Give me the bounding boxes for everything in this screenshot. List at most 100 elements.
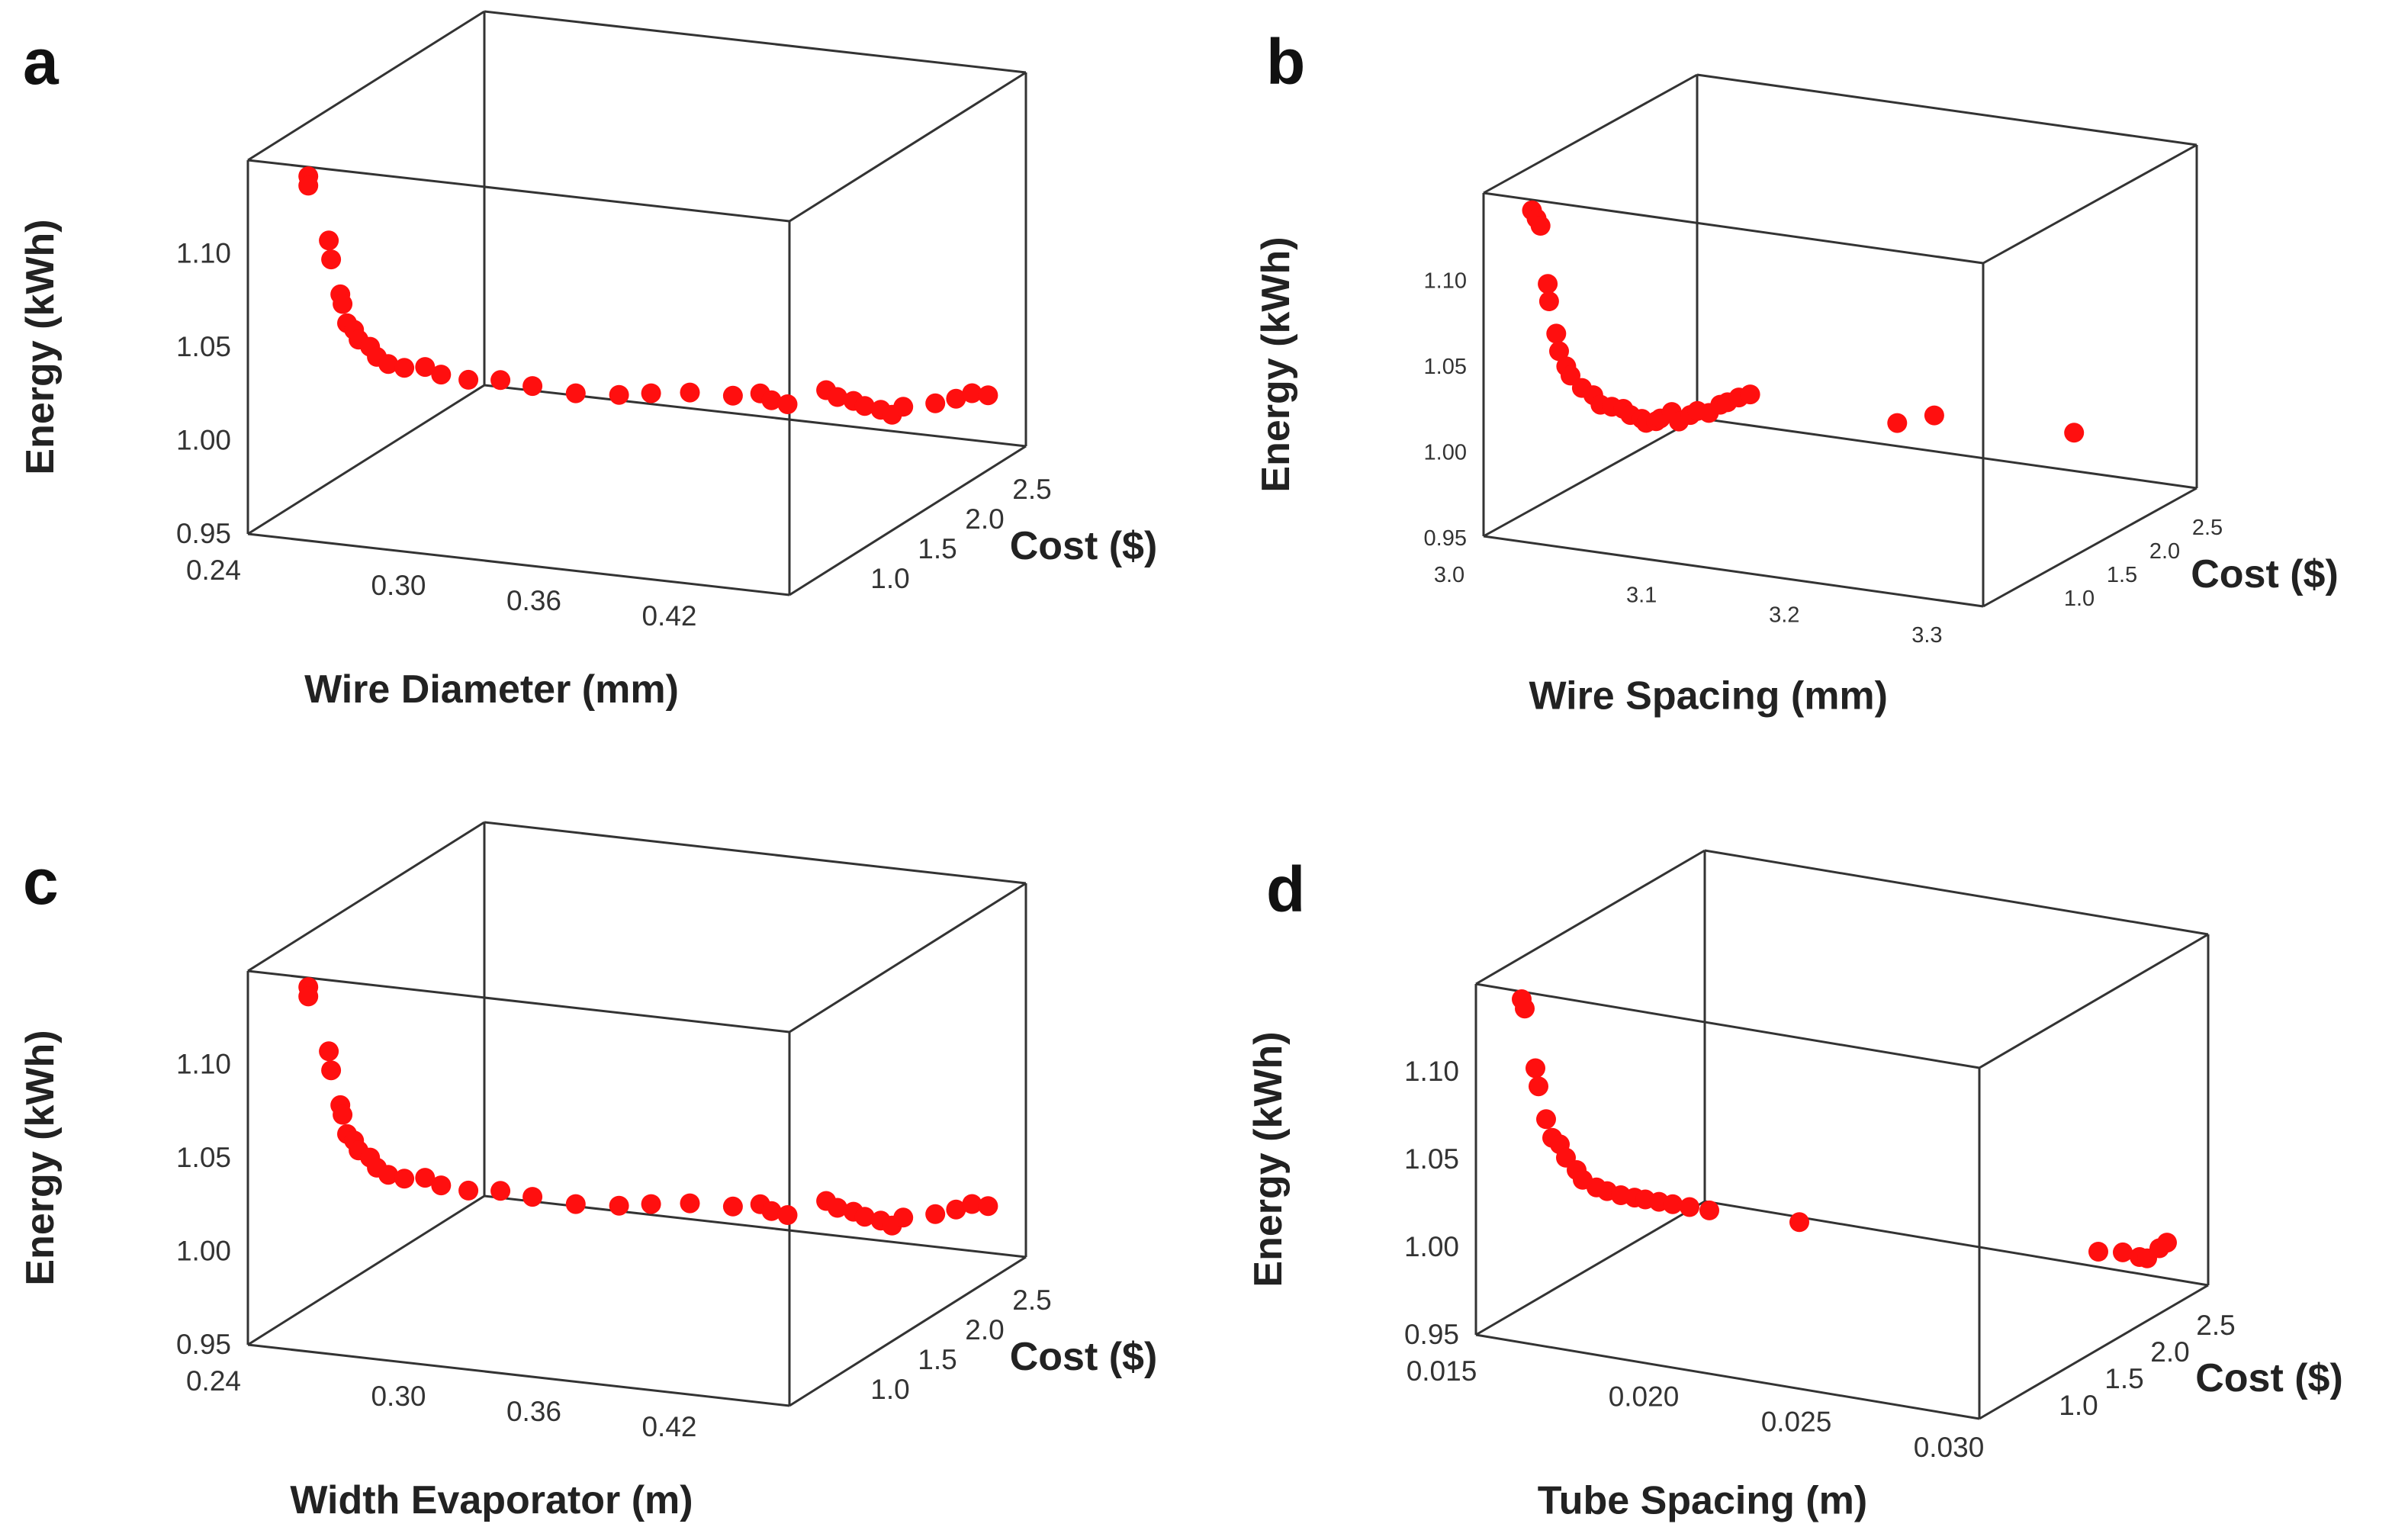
box-edge [1475, 1200, 1706, 1336]
z-tick-label: 0.95 [1424, 526, 1467, 551]
box-edge [247, 159, 790, 223]
data-point [641, 1194, 661, 1214]
data-point [925, 1204, 946, 1224]
x-tick-labels: 0.24 0.30 0.36 0.42 [186, 1365, 697, 1442]
z-tick-label: 1.05 [1404, 1143, 1459, 1175]
z-tick-label: 1.10 [1424, 269, 1467, 294]
x-tick-label: 3.0 [1434, 563, 1464, 587]
x-tick-label: 3.1 [1626, 583, 1657, 607]
data-point [1887, 413, 1908, 433]
data-point [854, 1207, 875, 1227]
panel-letter: a [23, 26, 59, 98]
data-point [761, 1201, 782, 1221]
data-point [394, 358, 415, 378]
z-tick-labels: 0.95 1.00 1.05 1.10 [176, 1049, 231, 1361]
data-point [962, 1194, 982, 1214]
y-tick-label: 1.0 [2064, 587, 2095, 611]
y-tick-labels: 1.0 1.5 2.0 2.5 [2064, 516, 2223, 611]
data-point [319, 230, 339, 251]
z-tick-label: 1.10 [176, 238, 231, 269]
z-tick-label: 0.95 [176, 1329, 231, 1360]
data-point [565, 1194, 586, 1214]
data-point [1526, 1058, 1545, 1079]
data-points [1512, 989, 2177, 1268]
box-edge [247, 10, 485, 162]
data-point [1529, 1076, 1548, 1097]
x-tick-label: 3.3 [1911, 623, 1942, 648]
data-point [978, 385, 998, 406]
x-tick-label: 0.015 [1407, 1355, 1477, 1387]
y-tick-label: 1.5 [918, 1344, 956, 1375]
y-tick-label: 2.0 [965, 1314, 1004, 1345]
box-edge [484, 821, 1027, 885]
data-point [854, 396, 875, 416]
data-point [522, 376, 543, 397]
z-axis-title: Energy (kWh) [18, 219, 63, 474]
z-tick-label: 1.00 [1404, 1231, 1459, 1262]
data-point [490, 370, 511, 391]
z-axis-title: Energy (kWh) [1246, 1031, 1291, 1287]
data-points [1522, 200, 2085, 443]
y-tick-label: 2.5 [2192, 516, 2223, 540]
data-point [1538, 274, 1558, 294]
box-edge [247, 1194, 485, 1346]
y-tick-label: 1.5 [2104, 1363, 2143, 1394]
y-tick-label: 1.0 [870, 1374, 909, 1405]
data-point [827, 387, 847, 407]
box-edge [484, 10, 1027, 74]
data-point [946, 1199, 966, 1220]
data-point [609, 1195, 629, 1216]
panel-c: c 0.24 0.30 0.36 0.42 1.0 1.5 2.0 2.5 0.95 1.00 1.0… [18, 821, 1157, 1522]
data-point [893, 397, 914, 417]
data-point [925, 393, 946, 413]
data-point [1530, 216, 1551, 236]
z-tick-label: 1.00 [176, 425, 231, 456]
x-axis-title: Width Evaporator (m) [290, 1478, 693, 1522]
data-point [458, 369, 479, 390]
z-tick-labels: 0.95 1.00 1.05 1.10 [1404, 1056, 1459, 1350]
data-point [490, 1181, 511, 1201]
z-tick-label: 1.10 [176, 1049, 231, 1080]
box-edge [1483, 191, 1984, 265]
data-point [1536, 1109, 1556, 1130]
axis-box [1474, 849, 2210, 1420]
y-tick-label: 1.5 [918, 533, 956, 564]
data-point [1740, 384, 1760, 405]
y-tick-label: 2.0 [2150, 1336, 2189, 1368]
y-axis-title: Cost ($) [1010, 524, 1158, 568]
data-point [761, 390, 782, 410]
z-tick-label: 1.05 [176, 1142, 231, 1173]
box-edge [1475, 849, 1706, 985]
z-tick-labels: 0.95 1.00 1.05 1.10 [176, 238, 231, 550]
z-axis-title: Energy (kWh) [18, 1030, 63, 1285]
box-edge [247, 1343, 790, 1407]
panel-a: a 0.24 0.30 0.36 0.42 1.0 1.5 2.0 2.5 0.95 1.00 1.0… [18, 10, 1158, 712]
y-tick-labels: 1.0 1.5 2.0 2.5 [870, 474, 1051, 594]
box-edge [1982, 143, 2197, 265]
z-tick-label: 1.05 [1424, 355, 1467, 379]
z-tick-label: 1.00 [176, 1236, 231, 1267]
box-edge [247, 384, 485, 535]
box-edge [1982, 487, 2197, 608]
data-point [298, 175, 319, 196]
x-tick-labels: 3.0 3.1 3.2 3.3 [1434, 563, 1943, 648]
data-point [722, 1196, 743, 1217]
z-tick-label: 0.95 [176, 518, 231, 549]
data-point [378, 1165, 399, 1185]
box-edge [1696, 73, 2197, 146]
x-tick-label: 0.24 [186, 1365, 241, 1397]
panel-d: d 0.015 0.020 0.025 0.030 1.01.52.02.5 0.95 1.0… [1246, 849, 2343, 1523]
axis-box [246, 821, 1027, 1407]
y-tick-label: 2.5 [2196, 1310, 2235, 1341]
data-point [298, 986, 319, 1007]
data-point [2157, 1233, 2177, 1253]
x-tick-label: 0.42 [641, 600, 696, 632]
data-point [321, 1060, 342, 1081]
x-tick-labels: 0.015 0.020 0.025 0.030 [1407, 1355, 1985, 1463]
data-point [777, 1205, 798, 1225]
data-point [431, 365, 452, 385]
data-point [319, 1041, 339, 1062]
box-edge [1704, 849, 2209, 936]
box-edge [247, 532, 790, 596]
x-tick-label: 0.020 [1609, 1381, 1680, 1412]
